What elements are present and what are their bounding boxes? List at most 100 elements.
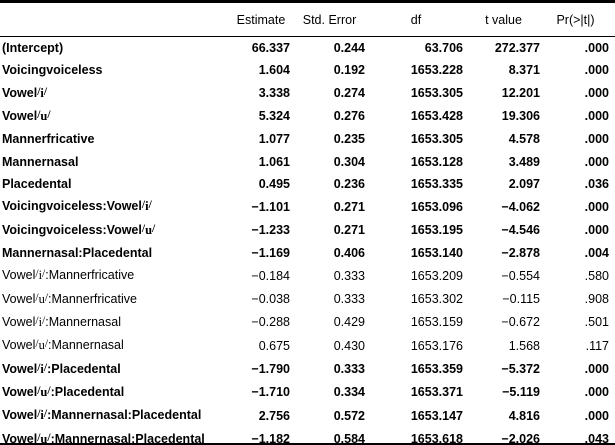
cell-p-value: .000 xyxy=(584,408,609,423)
row-label: Vowel/i/ xyxy=(2,85,48,100)
col-header-p-value: Pr(>|t|) xyxy=(542,3,615,37)
ipa-symbol: /u/ xyxy=(35,338,49,353)
row-label: Voicingvoiceless:Vowel/u/ xyxy=(2,222,156,237)
cell-p-value: .000 xyxy=(584,41,609,55)
cell-std-error: 0.334 xyxy=(333,385,365,400)
cell-df: 1653.371 xyxy=(410,385,463,400)
cell-df: 1653.176 xyxy=(410,338,463,353)
col-header-blank xyxy=(0,3,230,37)
ipa-symbol: /u/ xyxy=(37,431,51,445)
cell-t-value: −2.878 xyxy=(501,245,540,260)
table-row: Voicingvoiceless:Vowel/u/ −1.233 0.271 1… xyxy=(0,219,615,242)
table-row: Mannernasal:Placedental −1.169 0.406 165… xyxy=(0,242,615,264)
cell-df: 1653.359 xyxy=(410,362,463,377)
table-row: Vowel/u/:Placedental −1.710 0.334 1653.3… xyxy=(0,381,615,404)
cell-std-error: 0.274 xyxy=(333,86,365,101)
cell-std-error: 0.430 xyxy=(333,338,365,353)
cell-std-error: 0.572 xyxy=(333,408,365,423)
row-label: Vowel/u/:Mannernasal:Placedental xyxy=(2,431,205,445)
table-row: Vowel/u/:Mannernasal:Placedental −1.182 … xyxy=(0,428,615,445)
table-row: Mannerfricative 1.077 0.235 1653.305 4.5… xyxy=(0,128,615,150)
row-label: Vowel/i/:Mannernasal xyxy=(2,314,121,329)
cell-estimate: −0.288 xyxy=(251,315,290,330)
ipa-symbol: /i/ xyxy=(37,85,48,100)
stats-table: Estimate Std. Error df t value Pr(>|t|) … xyxy=(0,3,615,445)
cell-estimate: −1.101 xyxy=(251,199,290,214)
cell-t-value: 1.568 xyxy=(508,338,540,353)
ipa-symbol: /u/ xyxy=(35,291,49,306)
cell-estimate: −0.038 xyxy=(251,292,290,307)
cell-t-value: 12.201 xyxy=(501,86,540,101)
table-row: Vowel/u/ 5.324 0.276 1653.428 19.306 .00… xyxy=(0,105,615,128)
cell-df: 1653.305 xyxy=(410,132,463,147)
row-label: Placedental xyxy=(2,176,72,191)
cell-df: 63.706 xyxy=(424,41,463,55)
cell-estimate: 2.756 xyxy=(258,408,290,423)
cell-df: 1653.335 xyxy=(410,176,463,191)
cell-std-error: 0.271 xyxy=(333,223,365,238)
col-header-estimate: Estimate xyxy=(230,3,292,37)
table-row: Vowel/i/:Mannernasal:Placedental 2.756 0… xyxy=(0,404,615,427)
cell-p-value: .000 xyxy=(584,109,609,124)
cell-p-value: .043 xyxy=(584,432,609,445)
cell-estimate: −1.169 xyxy=(251,245,290,260)
cell-estimate: −0.184 xyxy=(251,268,290,283)
cell-estimate: −1.790 xyxy=(251,362,290,377)
cell-estimate: 66.337 xyxy=(251,41,290,55)
cell-df: 1653.128 xyxy=(410,154,463,169)
col-header-t-value: t value xyxy=(465,3,542,37)
cell-t-value: −0.672 xyxy=(501,315,540,330)
cell-t-value: 3.489 xyxy=(508,154,540,169)
cell-estimate: −1.710 xyxy=(251,385,290,400)
row-label: Voicingvoiceless:Vowel/i/ xyxy=(2,199,152,214)
cell-p-value: .000 xyxy=(584,63,609,78)
cell-df: 1653.195 xyxy=(410,223,463,238)
cell-df: 1653.096 xyxy=(410,199,463,214)
table-row: Vowel/i/ 3.338 0.274 1653.305 12.201 .00… xyxy=(0,82,615,105)
cell-p-value: .580 xyxy=(584,268,609,283)
cell-estimate: 0.675 xyxy=(258,338,290,353)
row-label: Vowel/u/:Mannernasal xyxy=(2,338,124,353)
cell-t-value: 19.306 xyxy=(501,109,540,124)
row-label: Mannernasal xyxy=(2,154,79,169)
table-row: Vowel/u/:Mannerfricative −0.038 0.333 16… xyxy=(0,288,615,311)
cell-estimate: 1.077 xyxy=(258,132,290,147)
cell-t-value: −0.554 xyxy=(501,268,540,283)
cell-std-error: 0.429 xyxy=(333,315,365,330)
cell-std-error: 0.235 xyxy=(333,132,365,147)
cell-df: 1653.147 xyxy=(410,408,463,423)
cell-p-value: .501 xyxy=(584,315,609,330)
cell-p-value: .908 xyxy=(584,292,609,307)
ipa-symbol: /i/ xyxy=(37,408,48,423)
cell-estimate: 5.324 xyxy=(258,109,290,124)
cell-std-error: 0.192 xyxy=(333,63,365,78)
ipa-symbol: /u/ xyxy=(37,108,51,123)
cell-std-error: 0.333 xyxy=(333,362,365,377)
cell-t-value: 2.097 xyxy=(508,176,540,191)
cell-t-value: 272.377 xyxy=(494,41,540,55)
cell-df: 1653.305 xyxy=(410,86,463,101)
cell-p-value: .117 xyxy=(585,338,609,353)
col-header-std-error: Std. Error xyxy=(292,3,367,37)
table-header-row: Estimate Std. Error df t value Pr(>|t|) xyxy=(0,3,615,37)
cell-df: 1653.140 xyxy=(410,245,463,260)
row-label: Voicingvoiceless xyxy=(2,63,103,78)
ipa-symbol: /u/ xyxy=(37,384,51,399)
ipa-symbol: /u/ xyxy=(141,222,156,237)
table-row: Mannernasal 1.061 0.304 1653.128 3.489 .… xyxy=(0,151,615,173)
cell-p-value: .004 xyxy=(584,245,609,260)
cell-std-error: 0.271 xyxy=(333,199,365,214)
cell-df: 1653.228 xyxy=(410,63,463,78)
row-label: (Intercept) xyxy=(2,41,64,55)
cell-std-error: 0.236 xyxy=(333,176,365,191)
cell-std-error: 0.333 xyxy=(333,292,365,307)
cell-estimate: 0.495 xyxy=(258,176,290,191)
cell-df: 1653.618 xyxy=(410,432,463,445)
cell-p-value: .000 xyxy=(584,199,609,214)
cell-t-value: −4.062 xyxy=(501,199,540,214)
row-label: Vowel/u/:Mannerfricative xyxy=(2,291,137,306)
col-header-df: df xyxy=(367,3,465,37)
cell-p-value: .000 xyxy=(584,86,609,101)
ipa-symbol: /i/ xyxy=(35,314,46,329)
